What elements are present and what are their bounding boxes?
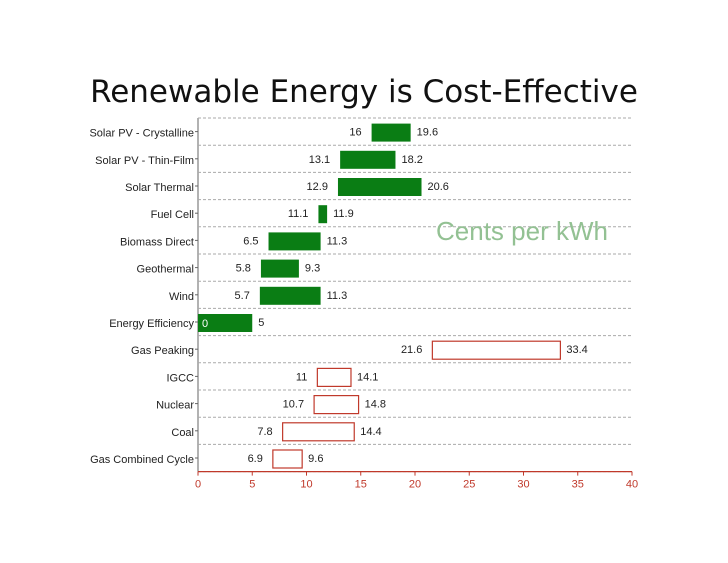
high-value-label: 11.3 [327, 235, 348, 247]
range-bar [371, 123, 411, 142]
high-value-label: 14.1 [357, 371, 378, 383]
range-bar [272, 449, 303, 469]
low-value-label: 10.7 [283, 399, 304, 411]
high-value-label: 5 [258, 317, 264, 329]
x-tick-label: 15 [355, 479, 367, 491]
range-bar [260, 259, 299, 278]
category-label: Coal [171, 427, 194, 439]
category-label: Fuel Cell [151, 209, 194, 221]
low-value-label: 11.1 [288, 208, 309, 220]
low-value-label: 21.6 [401, 344, 422, 356]
low-value-label: 12.9 [307, 181, 328, 193]
low-value-label: 6.9 [248, 453, 263, 465]
category-label: Energy Efficiency [109, 318, 194, 330]
low-value-label: 16 [349, 127, 361, 139]
high-value-label: 9.6 [308, 453, 323, 465]
high-value-label: 33.4 [566, 344, 587, 356]
range-bar [340, 150, 396, 169]
high-value-label: 11.9 [333, 208, 354, 220]
category-label: Solar PV - Crystalline [89, 128, 194, 140]
chart-title: Renewable Energy is Cost-Effective [90, 74, 638, 110]
chart-annotation: Cents per kWh [436, 216, 608, 246]
high-value-label: 14.4 [360, 426, 381, 438]
x-tick-label: 5 [249, 479, 255, 491]
x-tick-label: 35 [572, 479, 584, 491]
high-value-label: 18.2 [401, 154, 422, 166]
low-value-label: 5.7 [235, 290, 250, 302]
category-label: Solar Thermal [125, 182, 194, 194]
range-bar [259, 286, 321, 305]
x-tick-label: 10 [300, 479, 312, 491]
category-label: Solar PV - Thin-Film [95, 155, 194, 167]
category-label: IGCC [167, 372, 195, 384]
category-label: Geothermal [137, 264, 194, 276]
category-label: Wind [169, 291, 194, 303]
high-value-label: 11.3 [327, 290, 348, 302]
category-label: Gas Combined Cycle [90, 454, 194, 466]
x-tick-label: 20 [409, 479, 421, 491]
low-value-label: 0 [202, 318, 208, 330]
low-value-label: 7.8 [257, 426, 272, 438]
low-value-label: 6.5 [243, 235, 258, 247]
range-bar [313, 395, 360, 415]
x-tick-label: 0 [195, 479, 201, 491]
category-label: Gas Peaking [131, 345, 194, 357]
category-label: Biomass Direct [120, 236, 194, 248]
x-tick-label: 25 [463, 479, 475, 491]
high-value-label: 14.8 [365, 399, 386, 411]
low-value-label: 5.8 [236, 263, 251, 275]
range-bar [316, 367, 352, 387]
range-bar [337, 178, 422, 196]
range-bar [268, 232, 321, 251]
range-bar [198, 314, 253, 332]
high-value-label: 9.3 [305, 263, 320, 275]
category-label: Nuclear [156, 400, 194, 412]
range-bar [282, 422, 355, 442]
high-value-label: 19.6 [417, 127, 438, 139]
range-bar [318, 205, 328, 224]
low-value-label: 13.1 [309, 154, 330, 166]
range-bar [431, 340, 561, 360]
low-value-label: 11 [296, 371, 307, 383]
high-value-label: 20.6 [428, 181, 449, 193]
x-tick-label: 30 [517, 479, 529, 491]
x-tick-label: 40 [626, 479, 638, 491]
